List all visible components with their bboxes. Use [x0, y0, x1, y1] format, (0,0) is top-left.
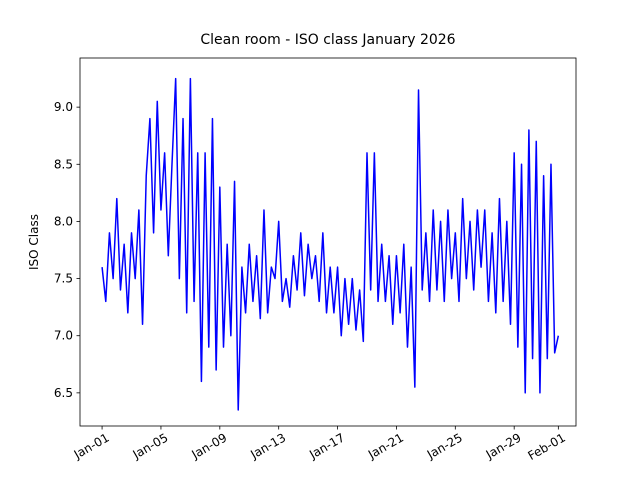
y-tick-label: 7.0 [54, 329, 73, 343]
y-tick-label: 8.5 [54, 157, 73, 171]
plot-frame [79, 57, 577, 427]
y-tick-label: 6.5 [54, 386, 73, 400]
x-tick-label: Jan-13 [247, 430, 288, 462]
y-tick-label: 7.5 [54, 272, 73, 286]
x-tick-label: Jan-29 [483, 430, 524, 462]
x-tick-label: Jan-09 [188, 430, 229, 462]
x-tick-label: Jan-21 [365, 430, 406, 462]
y-tick-label: 9.0 [54, 100, 73, 114]
x-tick-label: Feb-01 [525, 430, 567, 463]
y-axis-label: ISO Class [27, 214, 41, 270]
x-tick-label: Jan-25 [424, 430, 465, 462]
x-tick-label: Jan-01 [71, 430, 112, 462]
x-tick-label: Jan-17 [306, 430, 347, 462]
y-tick-label: 8.0 [54, 214, 73, 228]
data-line [101, 77, 560, 411]
chart-title: Clean room - ISO class January 2026 [200, 32, 455, 48]
x-tick-label: Jan-05 [130, 430, 171, 462]
